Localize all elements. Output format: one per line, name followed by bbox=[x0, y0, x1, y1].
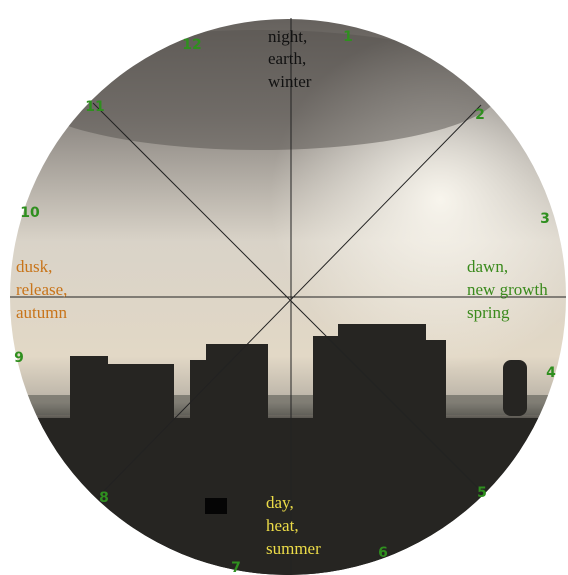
label-line: night, bbox=[268, 27, 307, 46]
sun-wheel: 12 1 2 3 4 5 6 7 8 9 10 11 night, earth,… bbox=[0, 0, 568, 575]
hour: 10 bbox=[20, 205, 40, 221]
label-line: winter bbox=[268, 72, 312, 91]
label-line: dawn, bbox=[467, 257, 508, 276]
label-line: summer bbox=[266, 539, 321, 558]
hour: 9 bbox=[14, 350, 24, 366]
hour: 11 bbox=[85, 99, 104, 115]
hour: 12 bbox=[182, 37, 201, 53]
hour: 6 bbox=[378, 545, 388, 561]
label-line: heat, bbox=[266, 516, 299, 535]
label-line: new growth bbox=[467, 280, 548, 299]
hour: 8 bbox=[99, 490, 109, 506]
hour: 5 bbox=[477, 485, 487, 501]
label-line: release, bbox=[16, 280, 67, 299]
label-line: spring bbox=[467, 303, 510, 322]
label-line: earth, bbox=[268, 49, 306, 68]
hour: 7 bbox=[231, 560, 241, 575]
hour: 1 bbox=[343, 29, 353, 45]
hour: 2 bbox=[475, 107, 485, 123]
label-line: day, bbox=[266, 493, 294, 512]
north-label: night, earth, winter bbox=[268, 27, 312, 91]
label-line: dusk, bbox=[16, 257, 52, 276]
label-line: autumn bbox=[16, 303, 67, 322]
hour: 3 bbox=[540, 211, 550, 227]
hour: 4 bbox=[546, 365, 556, 381]
